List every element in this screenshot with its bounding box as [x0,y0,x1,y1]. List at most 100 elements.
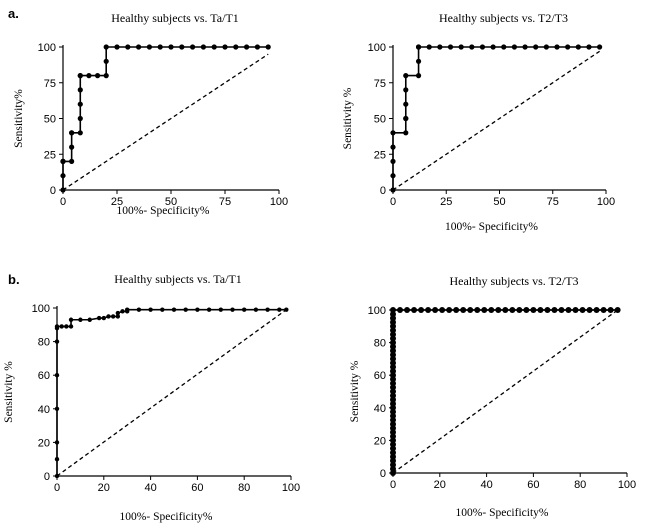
roc-point [157,44,163,50]
x-tick-label: 0 [390,196,396,208]
roc-point [551,307,558,313]
roc-point [404,307,411,313]
roc-point [69,158,75,164]
chart-title: Healthy subjects vs. Ta/T1 [111,11,239,25]
y-tick-label: 50 [44,114,56,126]
chart-title: Healthy subjects vs. T2/T3 [439,11,568,25]
x-tick-label: 0 [60,196,66,208]
y-tick-label: 75 [374,78,386,90]
roc-point [425,307,432,313]
roc-point [543,44,549,50]
roc-point [115,314,121,319]
roc-point [607,307,614,313]
roc-point [54,373,60,378]
x-tick-label: 80 [238,482,250,494]
roc-point [244,44,250,50]
roc-point [54,440,60,445]
roc-point [195,307,200,312]
roc-point [593,307,600,313]
x-tick-label: 75 [547,196,559,208]
x-axis-label: 100%- Specificity% [120,511,213,523]
y-tick-label: 100 [368,305,386,317]
roc-curve [62,46,269,190]
reference-line [392,309,619,474]
roc-point [233,44,239,50]
roc-point [390,187,396,193]
roc-point [474,307,481,313]
x-tick-label: 50 [165,196,177,208]
roc-point [533,44,539,50]
roc-point [501,44,507,50]
roc-point [537,307,544,313]
roc-point [502,307,509,313]
roc-point [253,307,259,312]
x-axis-label: 100%- Specificity% [117,205,210,217]
roc-point [277,307,282,312]
roc-point [96,315,102,321]
y-tick-label: 40 [38,404,50,416]
y-tick-label: 20 [374,435,386,447]
roc-point [495,307,502,313]
roc-point [110,314,116,319]
x-axis-label: 100%- Specificity% [456,507,549,519]
reference-line [62,53,269,191]
y-tick-label: 100 [32,303,50,315]
roc-point [390,144,396,150]
roc-point [447,44,454,50]
roc-point [218,307,223,312]
roc-chart-b-ta-t1: Healthy subjects vs. Ta/T1 0 20 40 60 80 100 0 2… [3,272,300,523]
roc-point [397,307,404,313]
roc-point [284,307,289,312]
roc-point [86,73,92,79]
x-tick-label: 20 [98,482,110,494]
panel-label-b: b. [8,272,20,287]
roc-point [415,58,422,64]
roc-point [403,87,409,93]
roc-point [522,44,528,50]
roc-point [586,307,593,313]
y-tick-label: 0 [380,468,386,480]
roc-point [523,307,530,313]
roc-point [114,44,120,50]
roc-point [115,310,121,316]
roc-point [125,307,130,312]
panel-label-a: a. [8,6,19,21]
roc-point [439,307,446,313]
roc-point [565,307,572,313]
roc-point [479,44,486,50]
roc-point [78,317,83,322]
roc-point [415,44,422,50]
y-tick-label: 0 [380,185,386,197]
roc-point [68,324,74,329]
roc-point [103,44,109,50]
x-tick-label: 40 [144,482,156,494]
y-tick-label: 80 [374,338,386,350]
roc-point [511,44,518,50]
roc-point [565,44,571,50]
y-tick-label: 75 [44,78,56,90]
x-tick-label: 40 [480,479,492,491]
roc-point [77,101,83,107]
roc-point [87,317,92,322]
y-tick-label: 50 [374,114,386,126]
roc-point [488,307,495,313]
y-tick-label: 20 [38,437,50,449]
roc-point [77,130,83,136]
roc-point [77,73,83,79]
roc-point [103,58,109,64]
roc-point [254,44,260,50]
roc-point [418,307,425,313]
roc-point [390,173,396,179]
x-tick-label: 80 [574,479,586,491]
roc-point [146,44,152,50]
roc-point [64,324,69,329]
roc-point [101,315,107,321]
x-tick-label: 75 [219,196,231,208]
roc-point [136,307,142,312]
roc-point [54,339,60,344]
y-axis-label: Sensitivity % [3,361,15,423]
roc-point [54,457,60,462]
x-tick-label: 100 [597,196,615,208]
roc-point [614,307,621,313]
